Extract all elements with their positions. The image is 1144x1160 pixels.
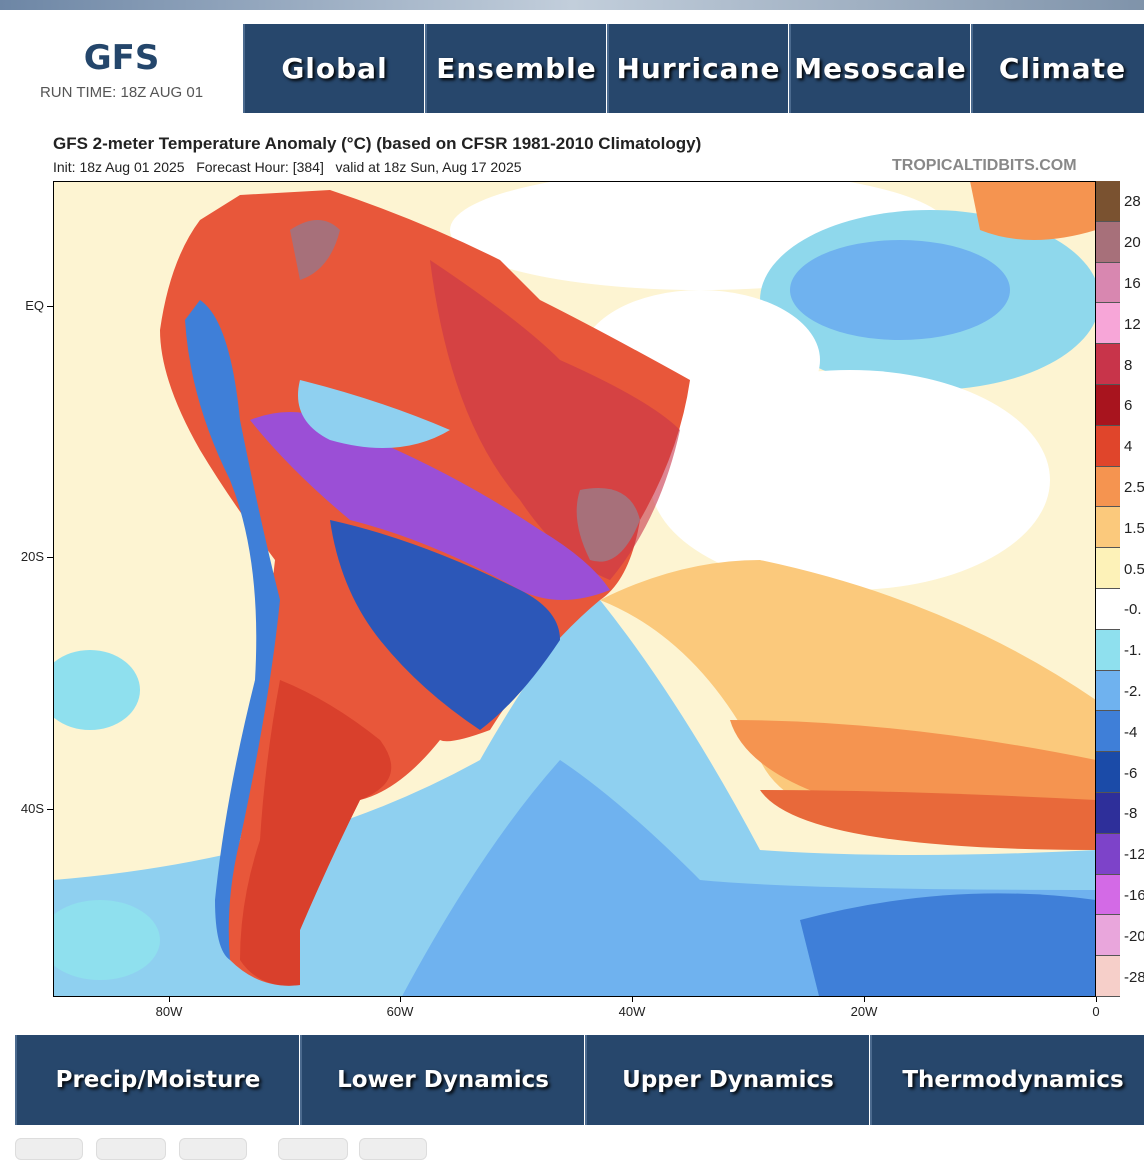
lon-label: 60W xyxy=(386,1004,414,1019)
lat-label: 40S xyxy=(20,801,44,816)
lon-label: 80W xyxy=(155,1004,183,1019)
colorbar-swatch xyxy=(1096,507,1120,549)
site-title: GFS xyxy=(83,38,160,78)
lon-label: 0 xyxy=(1092,1004,1100,1019)
colorbar-swatch xyxy=(1096,711,1120,753)
nav-tab[interactable]: Ensemble xyxy=(425,24,606,113)
tick xyxy=(47,306,53,307)
colorbar-swatch xyxy=(1096,548,1120,589)
colorbar-swatch xyxy=(1096,874,1120,916)
tick xyxy=(169,997,170,1002)
colorbar-swatch xyxy=(1096,915,1120,957)
button[interactable] xyxy=(15,1138,83,1160)
colorbar-label: -4 xyxy=(1124,723,1138,741)
colorbar-label: -8 xyxy=(1124,805,1138,823)
nav-tab[interactable]: Global xyxy=(243,24,424,113)
colorbar-label: 28 xyxy=(1124,193,1141,211)
colorbar-label: 1.5 xyxy=(1124,519,1144,537)
nav-tab[interactable]: Mesoscale xyxy=(789,24,970,113)
button[interactable] xyxy=(179,1138,247,1160)
lon-label: 40W xyxy=(618,1004,646,1019)
lat-label: 20S xyxy=(20,549,44,564)
map xyxy=(53,181,1096,997)
tick xyxy=(400,997,401,1002)
colorbar-label: -16 xyxy=(1124,887,1144,904)
colorbar-swatch xyxy=(1096,303,1120,345)
tick xyxy=(47,557,53,558)
map-subtitle: Init: 18z Aug 01 2025 Forecast Hour: [38… xyxy=(53,159,522,175)
nav-tab[interactable]: Hurricane xyxy=(607,24,788,113)
tick xyxy=(864,997,865,1002)
map-title: GFS 2-meter Temperature Anomaly (°C) (ba… xyxy=(53,134,702,153)
tick xyxy=(47,809,53,810)
colorbar-label: -28 xyxy=(1124,968,1144,986)
colorbar-label: -6 xyxy=(1124,764,1138,782)
colorbar-swatch xyxy=(1096,752,1120,793)
button[interactable] xyxy=(359,1138,427,1160)
map-credit: TROPICALTIDBITS.COM xyxy=(892,157,1077,174)
top-strip xyxy=(0,0,1144,10)
colorbar-swatch xyxy=(1096,181,1120,222)
colorbar-swatch xyxy=(1096,589,1120,630)
run-time: RUN TIME: 18Z AUG 01 xyxy=(39,84,204,101)
colorbar-label: 6 xyxy=(1124,397,1133,415)
colorbar-swatch xyxy=(1096,793,1120,834)
colorbar-swatch xyxy=(1096,956,1120,997)
colorbar-swatch xyxy=(1096,385,1120,426)
colorbar-swatch xyxy=(1096,833,1120,875)
lon-label: 20W xyxy=(850,1004,878,1019)
colorbar-label: -1. xyxy=(1124,642,1142,660)
nav-tab[interactable]: Precip/Moisture xyxy=(15,1035,299,1125)
tick xyxy=(632,997,633,1002)
colorbar-swatch xyxy=(1096,425,1120,467)
logo[interactable]: GFS RUN TIME: 18Z AUG 01 xyxy=(0,24,243,114)
colorbar-swatch xyxy=(1096,629,1120,671)
colorbar-label: 2.5 xyxy=(1124,479,1144,496)
colorbar-label: -0. xyxy=(1124,601,1142,619)
colorbar-swatch xyxy=(1096,221,1120,263)
button[interactable] xyxy=(96,1138,166,1160)
colorbar-swatch xyxy=(1096,344,1120,385)
tick xyxy=(1096,997,1097,1002)
nav-tab[interactable]: Thermodynamics xyxy=(870,1035,1144,1125)
colorbar-label: -2. xyxy=(1124,683,1142,700)
colorbar-label: 12 xyxy=(1124,315,1141,333)
colorbar-label: 20 xyxy=(1124,234,1141,252)
nav-tab[interactable]: Lower Dynamics xyxy=(300,1035,584,1125)
nav-tab[interactable]: Upper Dynamics xyxy=(585,1035,869,1125)
colorbar-label: -12 xyxy=(1124,846,1144,864)
colorbar-label: 16 xyxy=(1124,275,1141,292)
colorbar-label: -20 xyxy=(1124,927,1144,945)
colorbar-swatch xyxy=(1096,670,1120,712)
button[interactable] xyxy=(278,1138,348,1160)
colorbar-label: 4 xyxy=(1124,438,1133,456)
colorbar-swatch xyxy=(1096,262,1120,304)
colorbar-label: 0.5 xyxy=(1124,560,1144,578)
nav-tab[interactable]: Climate xyxy=(971,24,1144,113)
colorbar-swatch xyxy=(1096,466,1120,508)
colorbar-label: 8 xyxy=(1124,356,1133,374)
lat-label: EQ xyxy=(25,298,44,313)
